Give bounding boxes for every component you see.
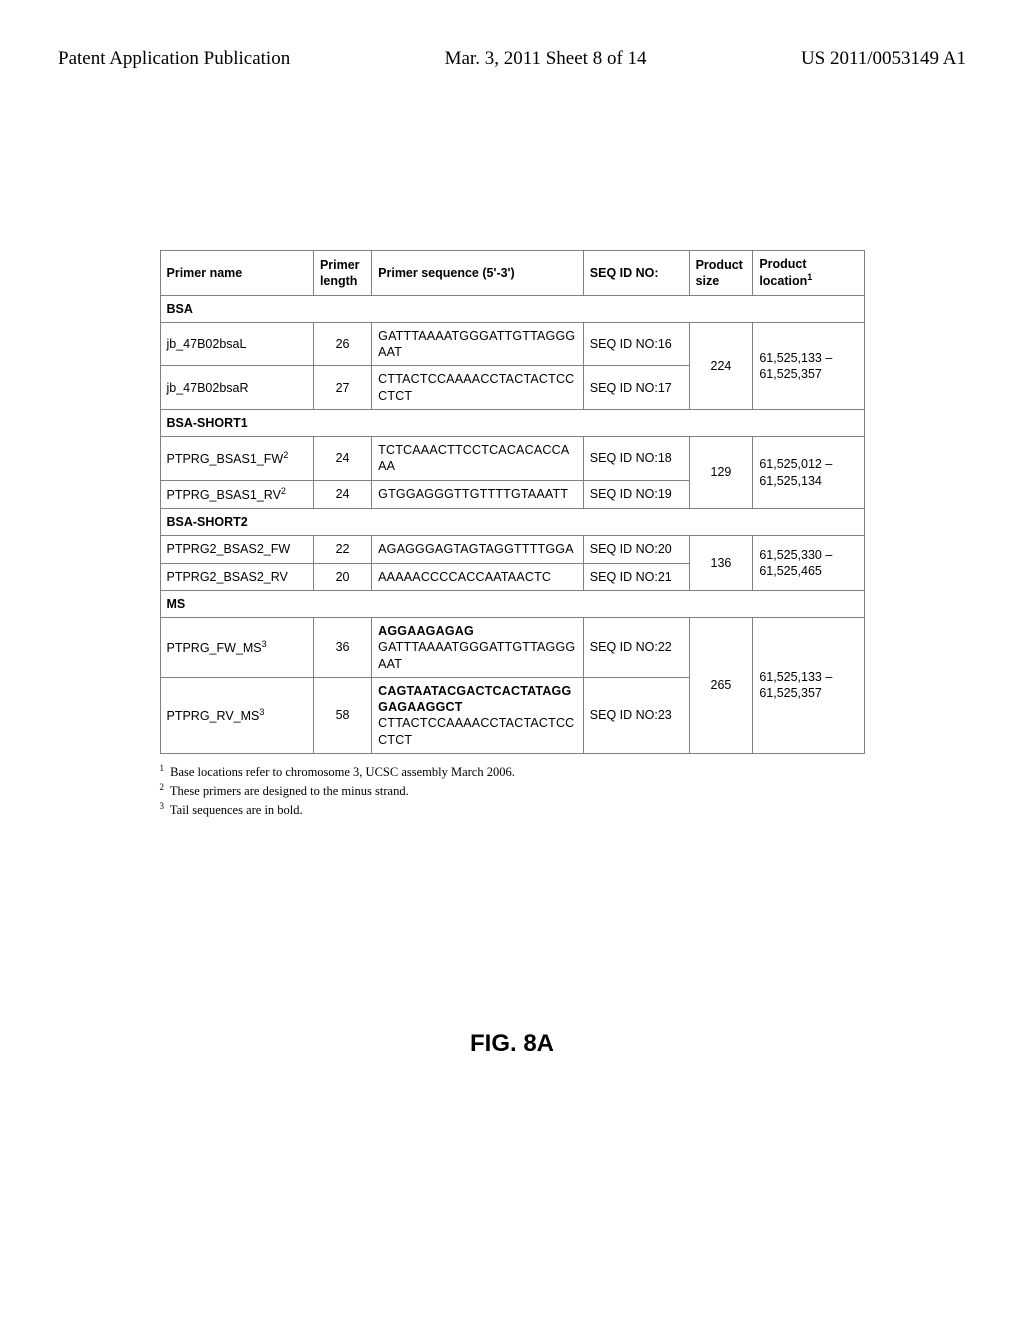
cell-primer-seq: AAAAACCCCACCAATAACTC	[372, 563, 584, 590]
cell-primer-length: 24	[313, 437, 371, 481]
section-row: MS	[160, 590, 864, 617]
cell-primer-name: PTPRG_BSAS1_RV2	[160, 480, 313, 508]
cell-primer-length: 58	[313, 677, 371, 753]
table-row: PTPRG2_BSAS2_FW22AGAGGGAGTAGTAGGTTTTGGAS…	[160, 536, 864, 563]
cell-primer-length: 26	[313, 322, 371, 366]
cell-product-loc: 61,525,012 – 61,525,134	[753, 437, 864, 509]
cell-primer-length: 22	[313, 536, 371, 563]
table-header-row: Primer name Primer length Primer sequenc…	[160, 251, 864, 296]
cell-primer-seq: CAGTAATACGACTCACTATAGGGAGAAGGCTCTTACTCCA…	[372, 677, 584, 753]
col-primer-length: Primer length	[313, 251, 371, 296]
cell-seq-id: SEQ ID NO:17	[583, 366, 689, 410]
cell-primer-name: PTPRG_BSAS1_FW2	[160, 437, 313, 481]
table-body: BSAjb_47B02bsaL26GATTTAAAATGGGATTGTTAGGG…	[160, 295, 864, 753]
section-row: BSA-SHORT2	[160, 509, 864, 536]
cell-primer-seq: GATTTAAAATGGGATTGTTAGGGAAT	[372, 322, 584, 366]
cell-primer-name: PTPRG2_BSAS2_RV	[160, 563, 313, 590]
col-product-loc: Product location1	[753, 251, 864, 296]
cell-product-size: 136	[689, 536, 753, 591]
cell-primer-name: jb_47B02bsaR	[160, 366, 313, 410]
footnote: 2 These primers are designed to the minu…	[160, 781, 865, 800]
cell-primer-length: 20	[313, 563, 371, 590]
section-row: BSA-SHORT1	[160, 409, 864, 436]
col-product-size: Product size	[689, 251, 753, 296]
footnotes: 1 Base locations refer to chromosome 3, …	[160, 762, 865, 820]
cell-primer-seq: AGAGGGAGTAGTAGGTTTTGGA	[372, 536, 584, 563]
primer-table-wrap: Primer name Primer length Primer sequenc…	[160, 250, 865, 820]
cell-primer-length: 27	[313, 366, 371, 410]
col-primer-name: Primer name	[160, 251, 313, 296]
figure-label: FIG. 8A	[0, 1030, 1024, 1058]
cell-seq-id: SEQ ID NO:23	[583, 677, 689, 753]
cell-primer-name: jb_47B02bsaL	[160, 322, 313, 366]
cell-primer-name: PTPRG_RV_MS3	[160, 677, 313, 753]
cell-product-loc: 61,525,133 – 61,525,357	[753, 322, 864, 409]
cell-seq-id: SEQ ID NO:22	[583, 618, 689, 678]
table-row: jb_47B02bsaL26GATTTAAAATGGGATTGTTAGGGAAT…	[160, 322, 864, 366]
cell-product-size: 129	[689, 437, 753, 509]
cell-primer-name: PTPRG_FW_MS3	[160, 618, 313, 678]
cell-primer-seq: GTGGAGGGTTGTTTTGTAAATT	[372, 480, 584, 508]
section-title: BSA	[160, 295, 864, 322]
section-row: BSA	[160, 295, 864, 322]
cell-primer-name: PTPRG2_BSAS2_FW	[160, 536, 313, 563]
cell-product-loc: 61,525,133 – 61,525,357	[753, 618, 864, 754]
page: Patent Application Publication Mar. 3, 2…	[0, 0, 1024, 1320]
cell-product-size: 224	[689, 322, 753, 409]
col-primer-seq: Primer sequence (5'-3')	[372, 251, 584, 296]
cell-seq-id: SEQ ID NO:20	[583, 536, 689, 563]
cell-product-loc: 61,525,330 – 61,525,465	[753, 536, 864, 591]
cell-product-size: 265	[689, 618, 753, 754]
header-date-sheet: Mar. 3, 2011 Sheet 8 of 14	[445, 48, 647, 70]
section-title: BSA-SHORT2	[160, 509, 864, 536]
cell-seq-id: SEQ ID NO:21	[583, 563, 689, 590]
page-header: Patent Application Publication Mar. 3, 2…	[0, 0, 1024, 70]
header-publication: Patent Application Publication	[58, 48, 290, 70]
cell-primer-length: 36	[313, 618, 371, 678]
primer-table: Primer name Primer length Primer sequenc…	[160, 250, 865, 754]
footnote: 1 Base locations refer to chromosome 3, …	[160, 762, 865, 781]
footnote: 3 Tail sequences are in bold.	[160, 800, 865, 819]
section-title: BSA-SHORT1	[160, 409, 864, 436]
cell-seq-id: SEQ ID NO:19	[583, 480, 689, 508]
section-title: MS	[160, 590, 864, 617]
cell-primer-length: 24	[313, 480, 371, 508]
cell-primer-seq: CTTACTCCAAAACCTACTACTCCCTCT	[372, 366, 584, 410]
col-seq-id: SEQ ID NO:	[583, 251, 689, 296]
cell-primer-seq: AGGAAGAGAGGATTTAAAATGGGATTGTTAGGGAAT	[372, 618, 584, 678]
cell-seq-id: SEQ ID NO:16	[583, 322, 689, 366]
header-pub-number: US 2011/0053149 A1	[801, 48, 966, 70]
cell-seq-id: SEQ ID NO:18	[583, 437, 689, 481]
table-row: PTPRG_FW_MS336AGGAAGAGAGGATTTAAAATGGGATT…	[160, 618, 864, 678]
cell-primer-seq: TCTCAAACTTCCTCACACACCAAA	[372, 437, 584, 481]
table-row: PTPRG_BSAS1_FW224TCTCAAACTTCCTCACACACCAA…	[160, 437, 864, 481]
